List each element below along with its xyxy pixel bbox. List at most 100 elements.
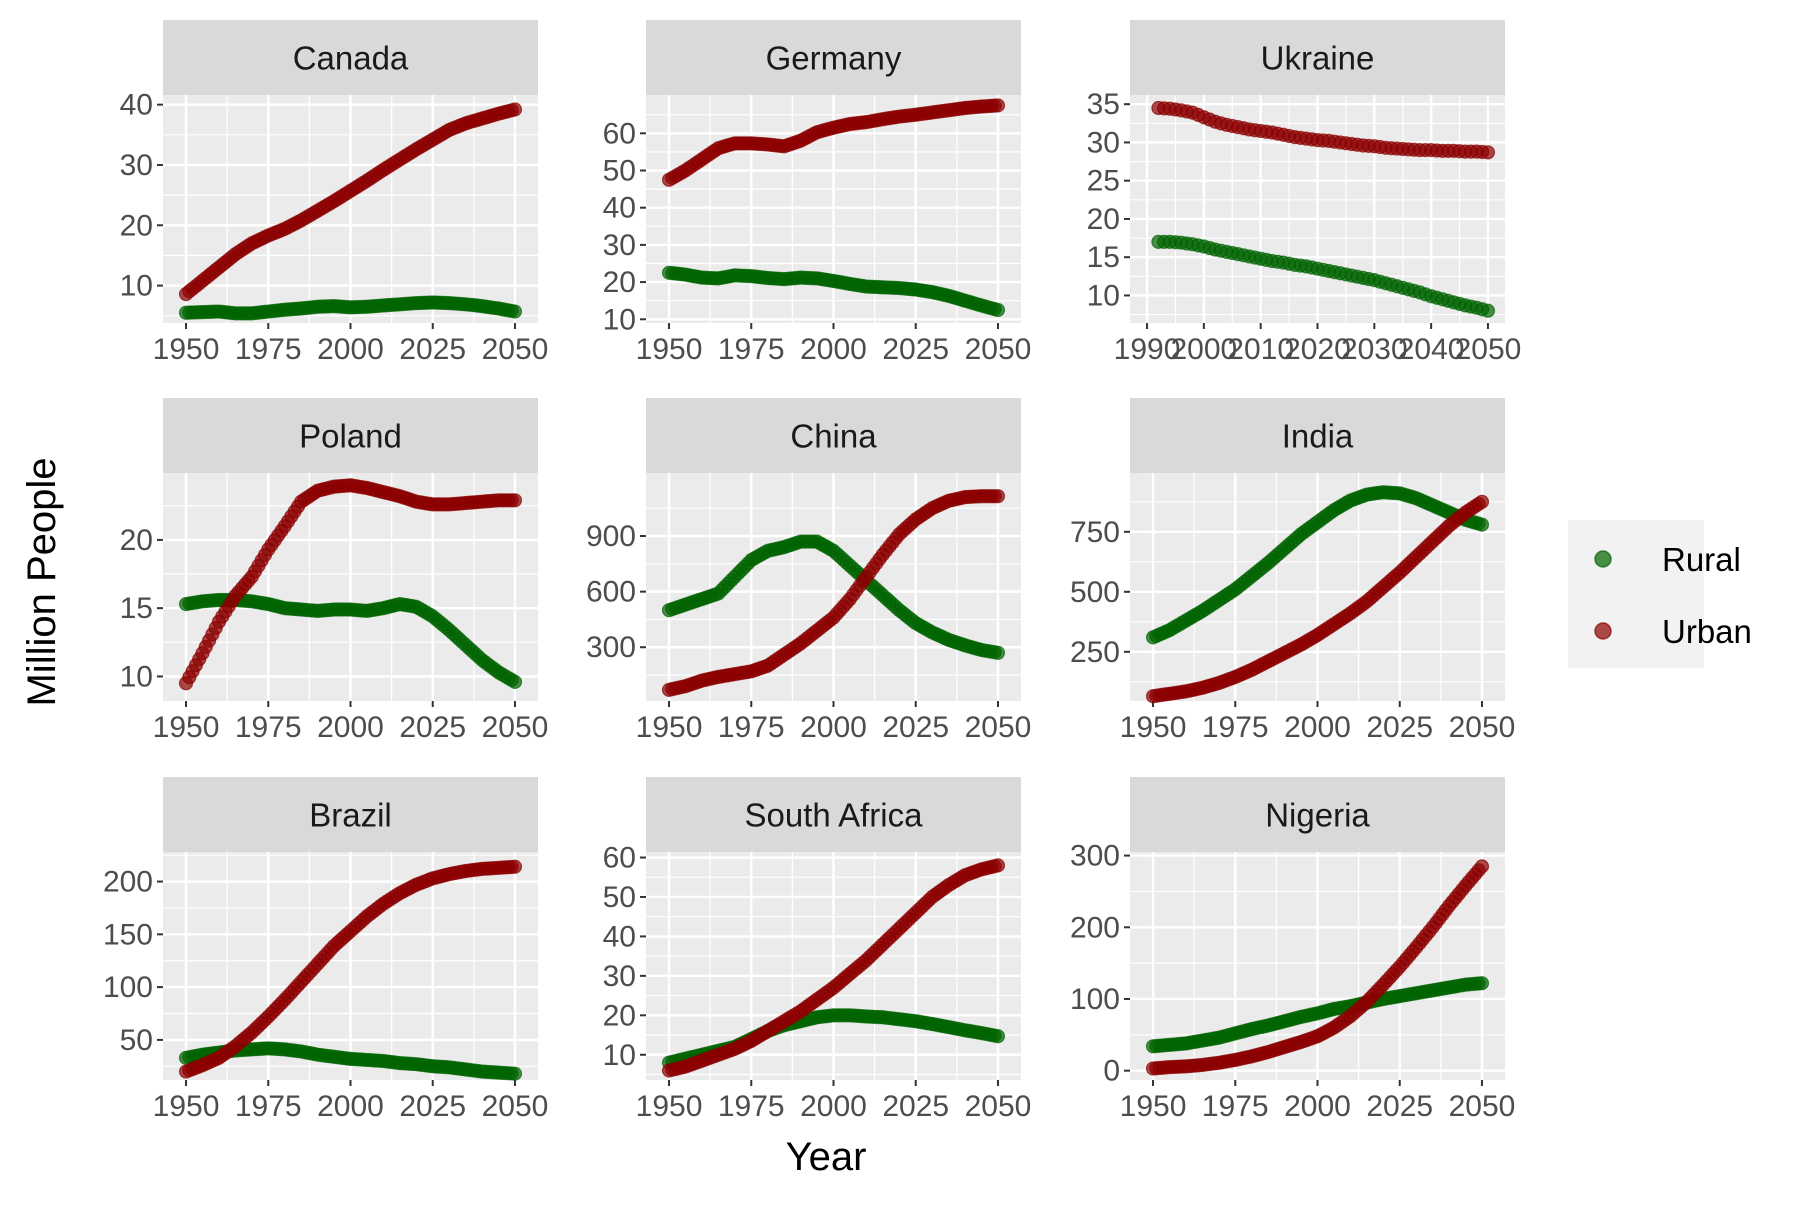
y-tick-label: 200: [1070, 911, 1120, 944]
legend: Rural Urban: [1568, 520, 1752, 668]
x-tick-label: 1950: [636, 711, 703, 744]
x-tick-label: 2050: [1449, 711, 1516, 744]
x-tick-label: 2025: [1366, 1090, 1433, 1123]
y-tick-label: 250: [1070, 636, 1120, 669]
gridlines: [163, 852, 538, 1080]
legend-label-rural: Rural: [1662, 541, 1741, 578]
facet-title: Brazil: [309, 797, 392, 834]
facet-germany: Germany 10 20 30 40 50 60 1950 1975 2000 2025 2050: [603, 20, 1031, 366]
data-point-urban: [1480, 145, 1496, 160]
series-rural: [178, 295, 523, 321]
x-tick-label: 1975: [235, 333, 302, 366]
facet-strip: [646, 777, 1021, 852]
data-point-urban: [507, 102, 523, 117]
x-tick-label: 2025: [399, 1090, 466, 1123]
series-urban: [1145, 494, 1490, 704]
y-tick-label: 30: [603, 229, 636, 262]
series-urban: [178, 859, 523, 1079]
data-point-urban: [507, 859, 523, 874]
facet-strip: [1130, 777, 1505, 852]
series-urban: [178, 478, 523, 691]
y-axis-title: Million People: [20, 457, 64, 706]
data-point-urban: [990, 858, 1006, 873]
y-tick-label: 300: [586, 631, 636, 664]
x-tick-label: 2030: [1341, 333, 1408, 366]
facet-strip: [646, 398, 1021, 473]
x-tick-label: 2025: [882, 1090, 949, 1123]
data-point-rural: [507, 1066, 523, 1081]
y-tick-label: 500: [1070, 576, 1120, 609]
facet-strip: [1130, 398, 1505, 473]
x-tick-label: 1975: [718, 333, 785, 366]
facet-title: South Africa: [745, 797, 924, 834]
data-point-urban: [990, 489, 1006, 504]
x-tick-label: 2025: [1366, 711, 1433, 744]
legend-key-urban: [1594, 622, 1612, 640]
y-tick-label: 300: [1070, 840, 1120, 873]
data-point-rural: [507, 674, 523, 689]
y-tick-label: 50: [120, 1024, 153, 1057]
y-tick-label: 60: [603, 117, 636, 150]
legend-key-rural: [1594, 550, 1612, 568]
x-tick-label: 1950: [1120, 1090, 1187, 1123]
x-tick-label: 2040: [1398, 333, 1465, 366]
x-tick-label: 2020: [1284, 333, 1351, 366]
y-tick-label: 10: [603, 303, 636, 336]
y-tick-label: 10: [1087, 279, 1120, 312]
x-tick-label: 2025: [399, 711, 466, 744]
data-point-urban: [507, 493, 523, 508]
y-tick-label: 30: [603, 960, 636, 993]
series-urban: [178, 102, 523, 302]
series-urban: [661, 489, 1006, 697]
y-tick-label: 10: [120, 270, 153, 303]
x-tick-label: 1950: [1120, 711, 1187, 744]
series-urban: [1151, 100, 1496, 160]
x-tick-label: 1950: [636, 333, 703, 366]
x-tick-label: 2025: [399, 333, 466, 366]
x-tick-label: 2000: [317, 333, 384, 366]
y-tick-label: 30: [1087, 126, 1120, 159]
facet-strip: [646, 20, 1021, 95]
y-tick-label: 15: [1087, 241, 1120, 274]
y-tick-label: 15: [120, 592, 153, 625]
y-tick-label: 40: [120, 89, 153, 122]
data-point-rural: [1474, 976, 1490, 991]
data-point-urban: [1474, 859, 1490, 874]
x-tick-label: 1975: [235, 711, 302, 744]
x-tick-label: 1950: [153, 1090, 220, 1123]
gridlines: [646, 852, 1021, 1080]
y-tick-label: 750: [1070, 516, 1120, 549]
x-tick-label: 2025: [882, 333, 949, 366]
facet-china: China 300 600 900 1950 1975 2000 2025 2050: [586, 398, 1031, 744]
data-point-urban: [990, 98, 1006, 113]
x-tick-label: 2050: [1455, 333, 1522, 366]
y-tick-label: 100: [103, 971, 153, 1004]
series-rural: [178, 1041, 523, 1081]
x-tick-label: 2000: [800, 333, 867, 366]
y-tick-label: 40: [603, 920, 636, 953]
y-tick-label: 20: [603, 999, 636, 1032]
x-axis-title: Year: [786, 1135, 867, 1179]
data-point-rural: [1480, 303, 1496, 318]
y-tick-label: 50: [603, 155, 636, 188]
facet-title: Canada: [293, 40, 409, 77]
x-tick-label: 2050: [482, 1090, 549, 1123]
x-tick-label: 1975: [718, 1090, 785, 1123]
y-tick-label: 900: [586, 520, 636, 553]
x-tick-label: 1950: [636, 1090, 703, 1123]
y-tick-label: 200: [103, 866, 153, 899]
x-tick-label: 2000: [1284, 1090, 1351, 1123]
x-tick-label: 1975: [718, 711, 785, 744]
y-tick-label: 600: [586, 576, 636, 609]
facet-strip: [163, 20, 538, 95]
y-tick-label: 40: [603, 192, 636, 225]
facet-india: India 250 500 750 1950 1975 2000 2025 2050: [1070, 398, 1515, 744]
x-tick-label: 1975: [235, 1090, 302, 1123]
facet-strip: [163, 777, 538, 852]
data-point-rural: [1474, 517, 1490, 532]
x-tick-label: 2050: [482, 333, 549, 366]
facet-poland: Poland 10 15 20 1950 1975 2000 2025 2050: [120, 398, 548, 744]
facet-title: Poland: [299, 418, 402, 455]
x-tick-label: 2000: [1170, 333, 1237, 366]
x-tick-label: 1950: [153, 711, 220, 744]
